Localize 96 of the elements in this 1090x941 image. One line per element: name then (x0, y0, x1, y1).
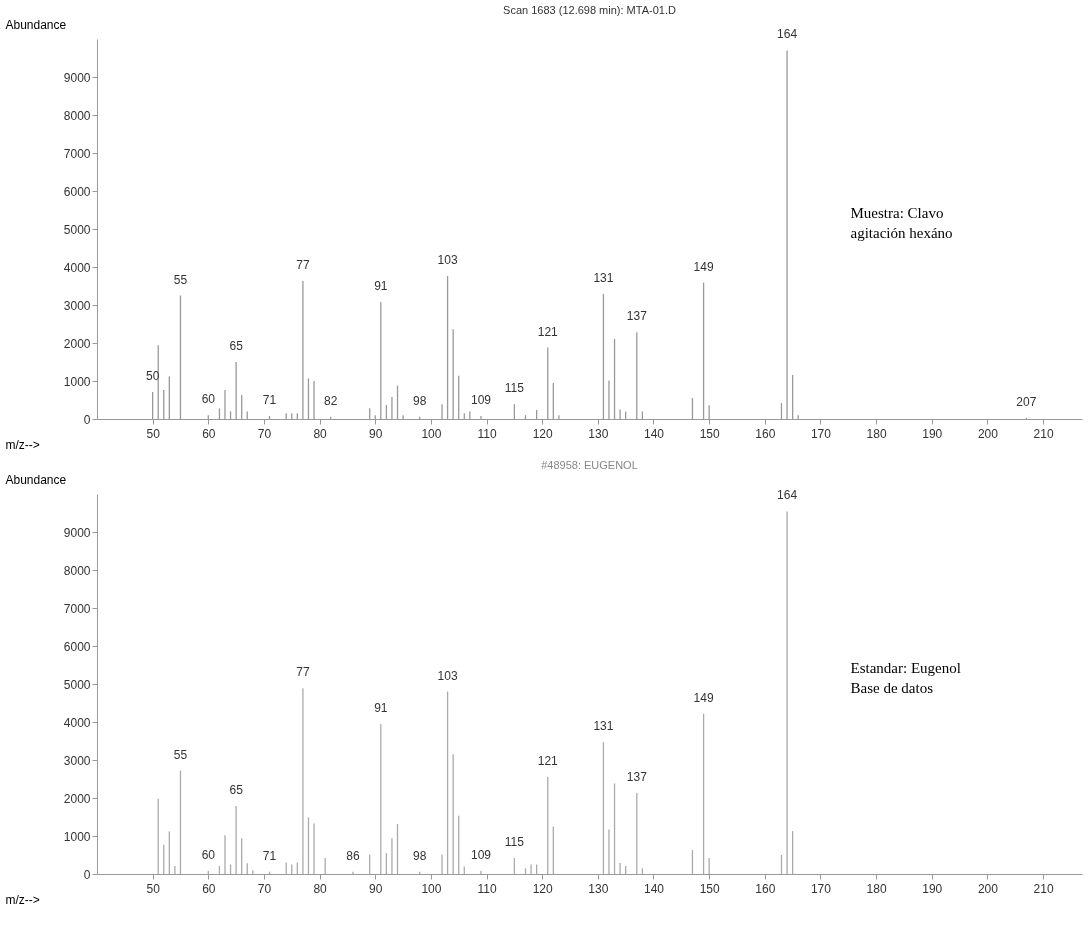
x-tick-label: 50 (146, 881, 161, 896)
x-tick-label: 210 (1033, 426, 1054, 441)
x-tick-label: 150 (699, 881, 720, 896)
x-tick-label: 150 (699, 426, 720, 441)
x-axis-title: m/z--> (5, 437, 40, 452)
annotation: 149 (693, 690, 714, 705)
y-tick-label: 6000 (63, 184, 91, 199)
annotation: Muestra: Clavo agitación hexáno (850, 205, 953, 242)
annotation: 207 (1016, 394, 1037, 409)
annotation: 60 (201, 392, 216, 407)
y-tick-label: 0 (83, 412, 91, 427)
annotation: 77 (296, 258, 310, 273)
annotation: 55 (173, 272, 188, 287)
annotation: 82 (324, 393, 338, 408)
annotation: Estandar: Eugenol Base de datos (850, 660, 961, 697)
y-tick-label: 5000 (63, 222, 91, 237)
annotation: 103 (437, 668, 458, 683)
y-axis-title: Abundance (5, 472, 67, 487)
annotation: 98 (413, 393, 427, 408)
x-tick-label: 120 (532, 881, 554, 896)
y-tick-label: 4000 (63, 260, 91, 275)
annotation: 86 (346, 848, 360, 863)
annotation: 115 (504, 835, 525, 850)
x-tick-label: 70 (257, 426, 272, 441)
x-tick-label: 190 (922, 426, 943, 441)
y-tick-label: 1000 (63, 829, 91, 844)
annotation: 131 (593, 270, 614, 285)
annotation: 109 (470, 847, 492, 862)
annotation: 55 (173, 747, 188, 762)
x-tick-label: 110 (477, 426, 497, 441)
y-tick-label: 3000 (63, 753, 91, 768)
annotation: 164 (777, 488, 798, 503)
y-tick-label: 4000 (63, 715, 91, 730)
chart-title: #48958: EUGENOL (541, 459, 638, 471)
y-tick-label: 8000 (63, 108, 91, 123)
x-tick-label: 160 (755, 426, 776, 441)
annotation: 71 (262, 392, 277, 407)
y-tick-label: 0 (83, 867, 91, 882)
x-tick-label: 180 (866, 881, 887, 896)
annotation: 71 (262, 848, 277, 863)
annotation: 137 (626, 770, 648, 785)
annotation: 121 (537, 754, 559, 769)
x-tick-label: 50 (146, 426, 161, 441)
x-tick-label: 100 (421, 881, 442, 896)
annotation: 60 (201, 847, 216, 862)
x-tick-label: 190 (922, 881, 943, 896)
annotation: 65 (229, 782, 244, 797)
chart-title: Scan 1683 (12.698 min): MTA-01.D (503, 4, 676, 16)
y-tick-label: 6000 (63, 639, 91, 654)
y-tick-label: 7000 (63, 146, 91, 161)
x-tick-label: 100 (421, 426, 442, 441)
annotation: 109 (470, 392, 492, 407)
y-tick-label: 8000 (63, 563, 91, 578)
x-tick-label: 140 (643, 426, 665, 441)
x-tick-label: 80 (313, 426, 328, 441)
x-tick-label: 140 (643, 881, 665, 896)
y-tick-label: 5000 (63, 677, 91, 692)
annotation: 91 (374, 700, 388, 715)
annotation: 65 (229, 339, 244, 353)
y-tick-label: 9000 (63, 70, 91, 85)
annotation: 91 (374, 278, 388, 293)
annotation: 131 (593, 719, 614, 734)
x-tick-label: 90 (369, 881, 383, 896)
annotation: 103 (437, 253, 458, 268)
annotation: 164 (777, 27, 798, 42)
x-tick-label: 60 (202, 881, 216, 896)
y-tick-label: 7000 (63, 601, 91, 616)
x-tick-label: 160 (755, 881, 776, 896)
x-tick-label: 170 (810, 426, 832, 441)
x-tick-label: 180 (866, 426, 887, 441)
y-tick-label: 2000 (63, 336, 91, 351)
x-tick-label: 90 (369, 426, 383, 441)
x-tick-label: 170 (810, 881, 832, 896)
annotation: 115 (504, 381, 525, 396)
annotation: 98 (413, 848, 427, 863)
x-tick-label: 80 (313, 881, 328, 896)
x-tick-label: 200 (977, 426, 999, 441)
x-tick-label: 70 (257, 881, 272, 896)
x-tick-label: 200 (977, 881, 999, 896)
annotation: 137 (626, 309, 648, 324)
annotation: 149 (693, 259, 714, 274)
annotation: 50 (145, 369, 160, 384)
x-tick-label: 130 (588, 426, 609, 441)
y-tick-label: 3000 (63, 298, 91, 313)
annotation: 121 (537, 324, 559, 339)
x-tick-label: 120 (532, 426, 554, 441)
y-tick-label: 1000 (63, 374, 91, 389)
x-tick-label: 60 (202, 426, 216, 441)
y-tick-label: 2000 (63, 791, 91, 806)
x-tick-label: 210 (1033, 881, 1054, 896)
x-tick-label: 110 (477, 881, 497, 896)
y-tick-label: 9000 (63, 525, 91, 540)
annotation: 77 (296, 665, 310, 680)
y-axis-title: Abundance (5, 17, 67, 32)
x-axis-title: m/z--> (5, 892, 40, 907)
x-tick-label: 130 (588, 881, 609, 896)
